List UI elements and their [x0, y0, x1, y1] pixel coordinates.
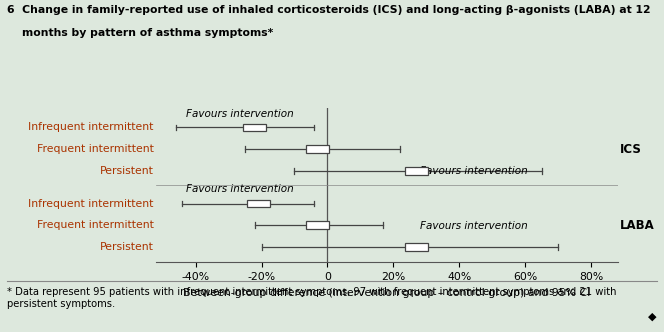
- Text: Favours intervention: Favours intervention: [420, 221, 527, 231]
- X-axis label: Between-group difference (intervention group – control group) and 95% CI: Between-group difference (intervention g…: [183, 288, 590, 297]
- Text: Persistent: Persistent: [100, 242, 154, 252]
- Text: Frequent intermittent: Frequent intermittent: [37, 144, 154, 154]
- Bar: [244, 124, 266, 131]
- Bar: [405, 243, 428, 251]
- Bar: [405, 167, 428, 175]
- Text: * Data represent 95 patients with infrequent intermittent symptoms, 97 with freq: * Data represent 95 patients with infreq…: [7, 287, 616, 309]
- Text: Favours intervention: Favours intervention: [186, 110, 293, 120]
- Text: LABA: LABA: [620, 219, 655, 232]
- Text: months by pattern of asthma symptoms*: months by pattern of asthma symptoms*: [7, 28, 273, 38]
- Text: Persistent: Persistent: [100, 166, 154, 176]
- Bar: [306, 145, 329, 153]
- Text: 6  Change in family-reported use of inhaled corticosteroids (ICS) and long-actin: 6 Change in family-reported use of inhal…: [7, 5, 650, 15]
- Text: Infrequent intermittent: Infrequent intermittent: [29, 123, 154, 132]
- Text: Favours intervention: Favours intervention: [420, 166, 527, 176]
- Text: Infrequent intermittent: Infrequent intermittent: [29, 199, 154, 208]
- Text: Frequent intermittent: Frequent intermittent: [37, 220, 154, 230]
- Text: ICS: ICS: [620, 143, 641, 156]
- Bar: [306, 221, 329, 229]
- Text: ◆: ◆: [647, 312, 656, 322]
- Text: Favours intervention: Favours intervention: [186, 185, 293, 195]
- Bar: [247, 200, 270, 208]
